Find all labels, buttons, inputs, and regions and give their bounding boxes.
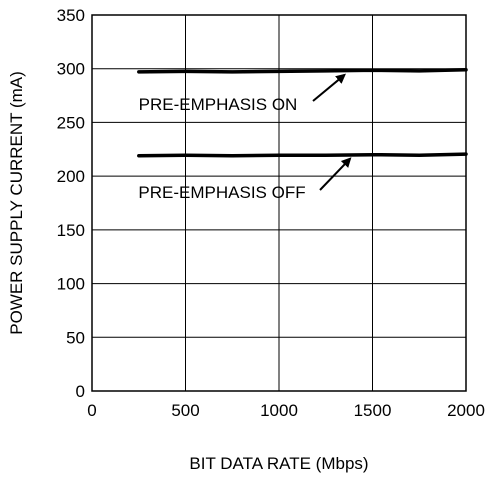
x-tick-label: 1000 xyxy=(260,401,298,420)
series-line-1 xyxy=(137,68,468,74)
grid xyxy=(92,15,466,391)
x-tick-labels: 0 500 1000 1500 2000 xyxy=(87,401,485,420)
x-tick-label: 500 xyxy=(171,401,199,420)
annotation-label: PRE-EMPHASIS ON xyxy=(139,95,298,114)
x-axis-title: BIT DATA RATE (Mbps) xyxy=(189,454,368,473)
series-group xyxy=(137,68,468,158)
y-tick-label: 100 xyxy=(57,275,85,294)
y-tick-label: 0 xyxy=(76,382,85,401)
annotation-arrow xyxy=(319,157,352,191)
series-line-2 xyxy=(137,152,468,158)
y-axis-title: POWER SUPPLY CURRENT (mA) xyxy=(7,71,26,335)
x-tick-label: 1500 xyxy=(354,401,392,420)
y-tick-label: 300 xyxy=(57,60,85,79)
x-tick-label: 0 xyxy=(87,401,96,420)
y-tick-label: 200 xyxy=(57,167,85,186)
y-tick-labels: 0 50 100 150 200 250 300 350 xyxy=(57,6,85,401)
annotation-arrow xyxy=(312,73,346,102)
plot-frame xyxy=(91,14,467,392)
x-tick-label: 2000 xyxy=(447,401,485,420)
annotations: PRE-EMPHASIS ON PRE-EMPHASIS OFF xyxy=(138,73,352,202)
y-tick-label: 350 xyxy=(57,6,85,25)
y-tick-label: 250 xyxy=(57,113,85,132)
annotation-label: PRE-EMPHASIS OFF xyxy=(138,183,305,202)
y-tick-label: 50 xyxy=(66,328,85,347)
y-tick-label: 150 xyxy=(57,221,85,240)
